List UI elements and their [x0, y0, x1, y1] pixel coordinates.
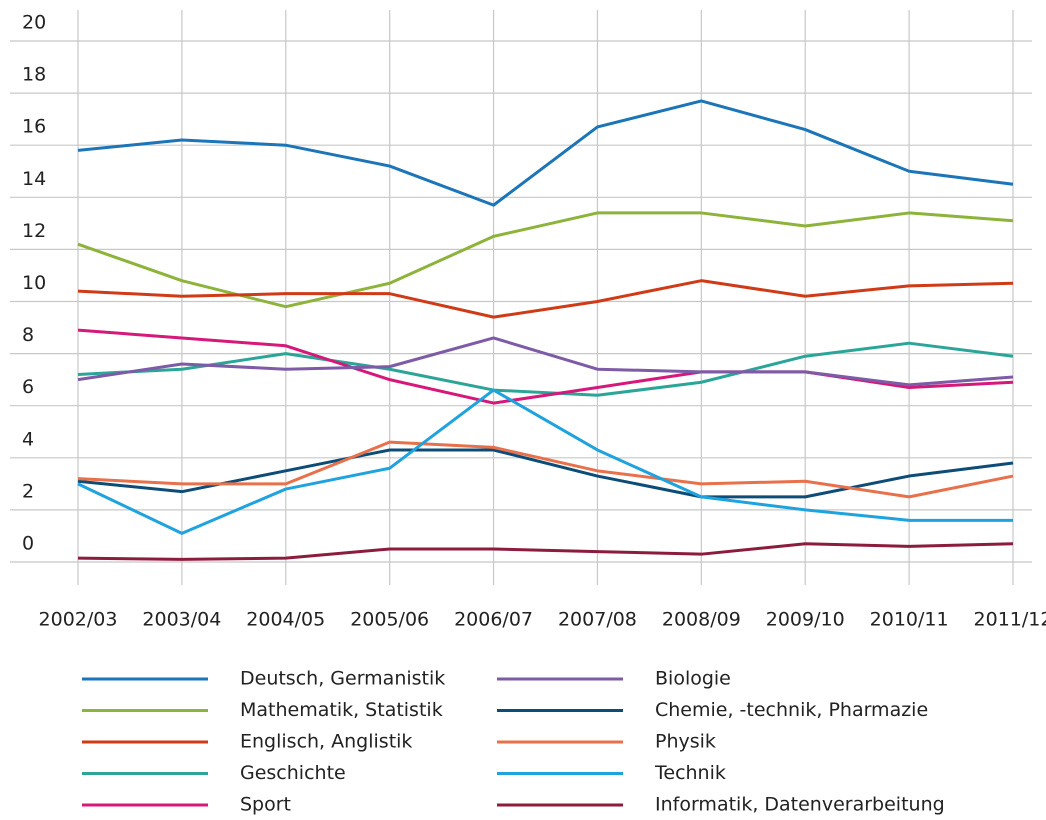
y-tick-label: 16	[22, 116, 46, 138]
x-tick-label: 2005/06	[350, 609, 429, 631]
series-line	[77, 440, 1014, 499]
legend-label: Technik	[654, 762, 726, 784]
x-tick-label: 2009/10	[766, 609, 845, 631]
x-tick-label: 2003/04	[142, 609, 221, 631]
legend-label: Mathematik, Statistik	[240, 699, 443, 721]
y-tick-label: 6	[22, 376, 34, 398]
y-tick-label: 10	[22, 272, 46, 294]
y-tick-label: 14	[22, 168, 46, 190]
y-tick-label: 2	[22, 480, 34, 502]
y-tick-label: 0	[22, 533, 34, 555]
y-tick-label: 20	[22, 12, 46, 34]
series-line	[77, 211, 1014, 309]
legend-label: Chemie, -technik, Pharmazie	[655, 699, 928, 721]
legend-label: Deutsch, Germanistik	[240, 668, 445, 690]
x-tick-label: 2008/09	[662, 609, 741, 631]
legend-label: Geschichte	[240, 762, 346, 784]
x-tick-label: 2007/08	[558, 609, 637, 631]
series-line	[77, 341, 1014, 397]
y-tick-label: 4	[22, 428, 34, 450]
series-line	[77, 448, 1014, 499]
x-tick-label: 2011/12	[974, 609, 1046, 631]
series-line	[77, 279, 1014, 319]
x-tick-label: 2004/05	[246, 609, 325, 631]
x-tick-label: 2010/11	[870, 609, 949, 631]
y-tick-label: 12	[22, 220, 46, 242]
x-tick-label: 2006/07	[454, 609, 533, 631]
y-tick-label: 8	[22, 324, 34, 346]
series-line	[77, 336, 1014, 387]
legend-label: Englisch, Anglistik	[240, 731, 412, 753]
series-line	[77, 388, 1013, 535]
series-line	[77, 99, 1014, 207]
legend-label: Physik	[655, 731, 716, 753]
y-tick-label: 18	[22, 64, 46, 86]
legend-label: Biologie	[655, 668, 731, 690]
series-line	[77, 542, 1014, 561]
legend-label: Sport	[240, 794, 291, 816]
legend-label: Informatik, Datenverarbeitung	[655, 794, 945, 816]
x-tick-label: 2002/03	[39, 609, 118, 631]
